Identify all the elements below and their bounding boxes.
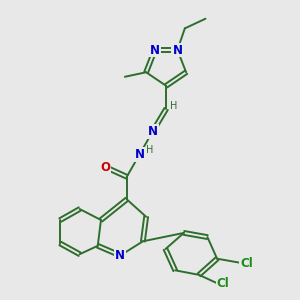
Text: H: H	[169, 101, 177, 111]
Text: N: N	[150, 44, 160, 56]
Text: Cl: Cl	[240, 257, 253, 270]
Text: N: N	[172, 44, 182, 56]
Text: O: O	[100, 160, 110, 174]
Text: Cl: Cl	[217, 278, 229, 290]
Text: N: N	[148, 125, 158, 138]
Text: N: N	[115, 249, 125, 262]
Text: H: H	[146, 145, 154, 155]
Text: N: N	[135, 148, 145, 161]
